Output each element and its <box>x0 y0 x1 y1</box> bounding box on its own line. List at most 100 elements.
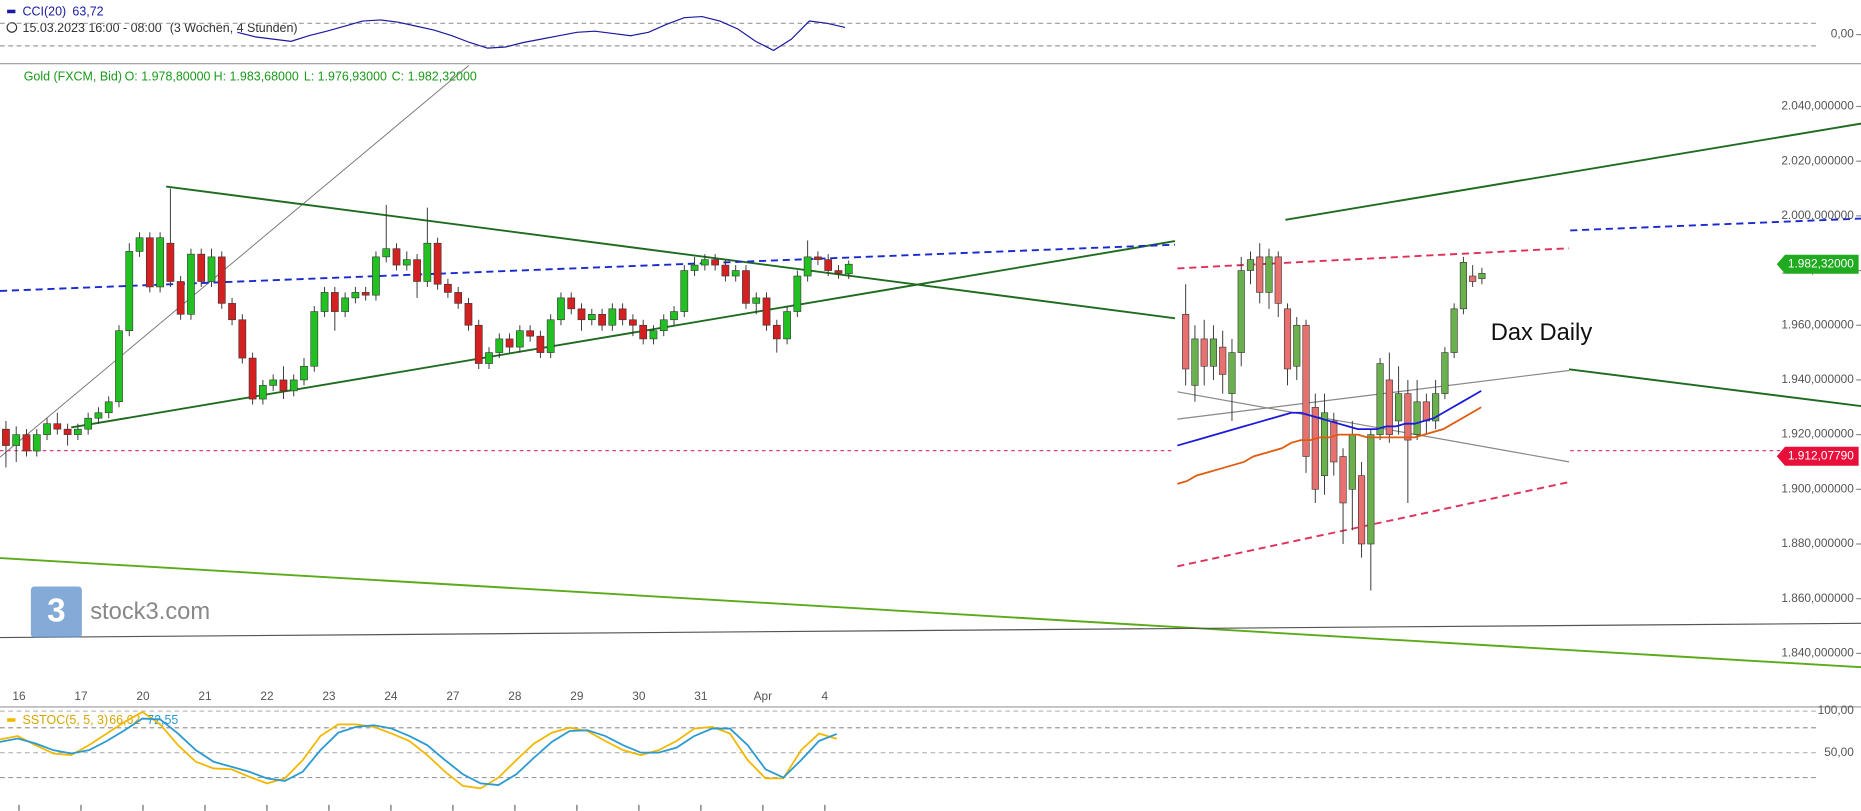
candle-body <box>22 434 31 452</box>
y-tick-label: 100,00 <box>1818 703 1855 717</box>
candle-body <box>1459 262 1467 310</box>
candle-body <box>814 256 822 260</box>
candle-body <box>546 319 555 353</box>
candle-body <box>94 412 103 419</box>
candle-body <box>1200 338 1208 367</box>
x-tick-label: 29 <box>570 689 584 703</box>
stoch-line <box>0 710 837 790</box>
candle-body <box>259 385 267 400</box>
y-tick-label: 2.040,000000 <box>1781 99 1854 113</box>
candle-body <box>1348 434 1356 490</box>
candle-body <box>639 324 648 340</box>
candle-body <box>1228 352 1236 394</box>
range: (3 Wochen, 4 Stunden) <box>170 21 298 35</box>
candle-body <box>207 256 216 282</box>
legend-swatch <box>7 9 16 14</box>
candle-body <box>444 283 452 293</box>
candle-body <box>341 297 349 312</box>
candle-body <box>587 314 596 321</box>
candle-body <box>187 253 195 315</box>
x-tick-label: 27 <box>446 689 459 703</box>
candle-body <box>1330 420 1338 463</box>
candle-body <box>166 242 175 282</box>
candle-body <box>1219 346 1227 375</box>
candle-body <box>803 256 812 277</box>
stoch-line <box>0 717 838 786</box>
candle-body <box>1385 379 1393 435</box>
candle-body <box>557 297 565 321</box>
candle-body <box>1246 259 1255 271</box>
y-tick-label: 1.900,000000 <box>1781 481 1854 495</box>
candle-body <box>515 330 524 348</box>
candle-body <box>577 308 586 321</box>
moving-average <box>1177 390 1482 447</box>
candle-body <box>1404 393 1412 441</box>
chart-title: Gold (FXCM, Bid) <box>24 70 122 84</box>
candle-body <box>1339 456 1347 504</box>
y-tick-label: 0,00 <box>1831 27 1854 41</box>
candle-body <box>135 237 144 252</box>
candle-body <box>1256 256 1264 293</box>
candle-body <box>1237 270 1245 353</box>
logo <box>30 586 82 638</box>
candle-body <box>115 330 123 403</box>
candle-body <box>1302 324 1310 457</box>
candle-body <box>125 251 134 332</box>
trend-line <box>0 622 1861 639</box>
candle-body <box>433 242 442 285</box>
candle-body <box>84 417 93 430</box>
candle-body <box>824 259 833 271</box>
candle-body <box>1293 324 1301 367</box>
candle-body <box>423 242 432 282</box>
candle-body <box>772 324 781 340</box>
candle-body <box>762 297 771 326</box>
ohlc-label: O: 1.978,80000 <box>125 70 211 84</box>
candle-body <box>618 308 627 321</box>
drawings <box>0 65 1861 669</box>
cci-line <box>237 15 846 52</box>
candle-body <box>43 423 51 435</box>
candle-body <box>1478 272 1486 280</box>
trend-line <box>1177 391 1570 463</box>
candle-body <box>1209 338 1218 367</box>
candle-body <box>351 292 360 299</box>
candle-body <box>629 319 637 326</box>
trend-line <box>1285 122 1861 221</box>
candle-body <box>289 379 298 392</box>
x-tick-label: 17 <box>74 689 87 703</box>
candle-body <box>12 434 21 446</box>
price-marker <box>1776 254 1859 274</box>
candle-body <box>1358 475 1366 545</box>
candle-body <box>1432 393 1440 422</box>
candle-body <box>330 292 339 312</box>
candle-body <box>1283 308 1292 370</box>
legend-swatch <box>7 718 16 722</box>
candle-body <box>464 303 473 326</box>
y-tick-label: 1.940,000000 <box>1781 372 1854 386</box>
candle-body <box>382 248 391 258</box>
candle-body <box>844 263 853 275</box>
candle-body <box>197 253 206 282</box>
candle-body <box>536 335 545 353</box>
candle-body <box>649 330 658 340</box>
candle-body <box>361 292 370 296</box>
candle-body <box>269 379 278 386</box>
indicator-name: CCI(20) <box>23 4 67 18</box>
candle-body <box>1311 406 1319 490</box>
candle-body <box>74 428 82 435</box>
trend-line <box>1570 217 1861 232</box>
candle-body <box>1274 256 1282 304</box>
candle-body <box>485 352 493 364</box>
trend-line <box>166 185 1176 320</box>
ohlc-label: C: 1.982,32000 <box>392 70 477 84</box>
period: 15.03.2023 16:00 - 08:00 <box>23 21 162 35</box>
candle-body <box>598 314 606 326</box>
candle-body <box>228 303 236 321</box>
x-tick-label: 31 <box>694 689 708 703</box>
overlay-title: Dax Daily <box>1491 320 1593 346</box>
trend-line <box>0 65 470 458</box>
candle-body <box>834 270 843 274</box>
price-marker-label: 1.982,32000 <box>1788 256 1854 270</box>
candle-body <box>752 297 761 304</box>
trend-line <box>0 557 1861 669</box>
